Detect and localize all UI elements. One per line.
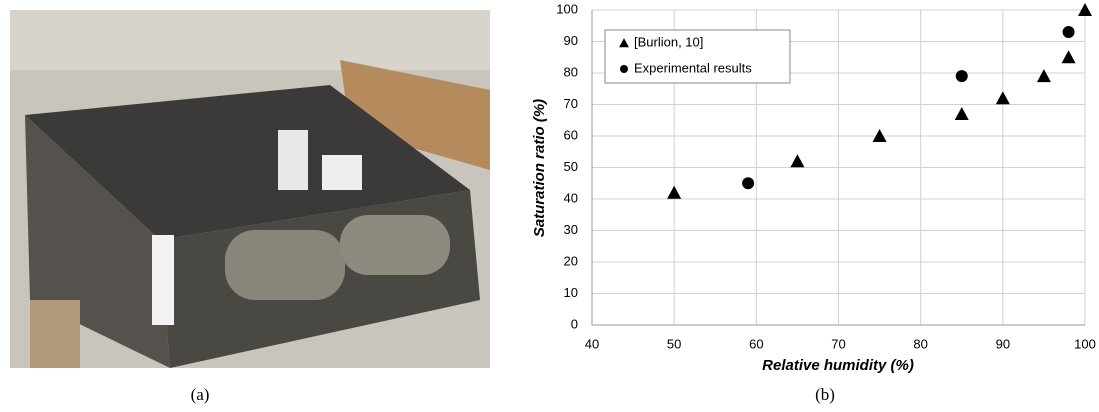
photo-sample — [225, 230, 345, 300]
point — [995, 91, 1010, 105]
point — [1062, 26, 1075, 39]
point — [1078, 3, 1092, 16]
y-tick-label: 0 — [571, 316, 578, 331]
photo-cardboard — [30, 300, 80, 368]
point — [954, 106, 969, 120]
y-tick-label: 70 — [564, 96, 578, 111]
photo-wall — [10, 10, 490, 70]
y-tick-label: 80 — [564, 64, 578, 79]
legend-marker — [620, 65, 628, 73]
x-tick-label: 70 — [831, 336, 845, 351]
photo-sample — [340, 215, 450, 275]
x-tick-label: 100 — [1074, 336, 1096, 351]
y-tick-label: 60 — [564, 127, 578, 142]
point — [872, 129, 887, 142]
point — [790, 154, 805, 168]
y-tick-label: 40 — [564, 190, 578, 205]
y-tick-label: 100 — [556, 1, 578, 16]
legend-label: Experimental results — [634, 60, 752, 75]
photo-box — [340, 60, 490, 170]
y-tick-label: 30 — [564, 222, 578, 237]
photo-fitting — [278, 130, 308, 190]
point — [1061, 50, 1076, 64]
photo — [10, 10, 490, 368]
photo-fitting — [322, 155, 362, 190]
legend-marker — [619, 38, 629, 48]
x-tick-label: 80 — [913, 336, 927, 351]
point — [1036, 69, 1051, 83]
y-tick-label: 20 — [564, 253, 578, 268]
x-axis-label: Relative humidity (%) — [762, 357, 914, 374]
caption: (a) — [191, 385, 210, 404]
photo-tube — [152, 235, 174, 325]
point — [955, 70, 968, 83]
point — [667, 185, 682, 199]
x-tick-label: 40 — [585, 336, 599, 351]
y-axis-label: Saturation ratio (%) — [531, 99, 548, 237]
y-tick-label: 90 — [564, 33, 578, 48]
x-tick-label: 90 — [996, 336, 1010, 351]
y-tick-label: 10 — [564, 285, 578, 300]
x-tick-label: 60 — [749, 336, 763, 351]
point — [742, 177, 755, 190]
y-tick-label: 50 — [564, 159, 578, 174]
photo-lid — [25, 85, 470, 240]
x-tick-label: 50 — [667, 336, 681, 351]
caption: (b) — [815, 385, 835, 404]
legend-label: [Burlion, 10] — [634, 34, 703, 49]
legend-box — [604, 29, 791, 84]
